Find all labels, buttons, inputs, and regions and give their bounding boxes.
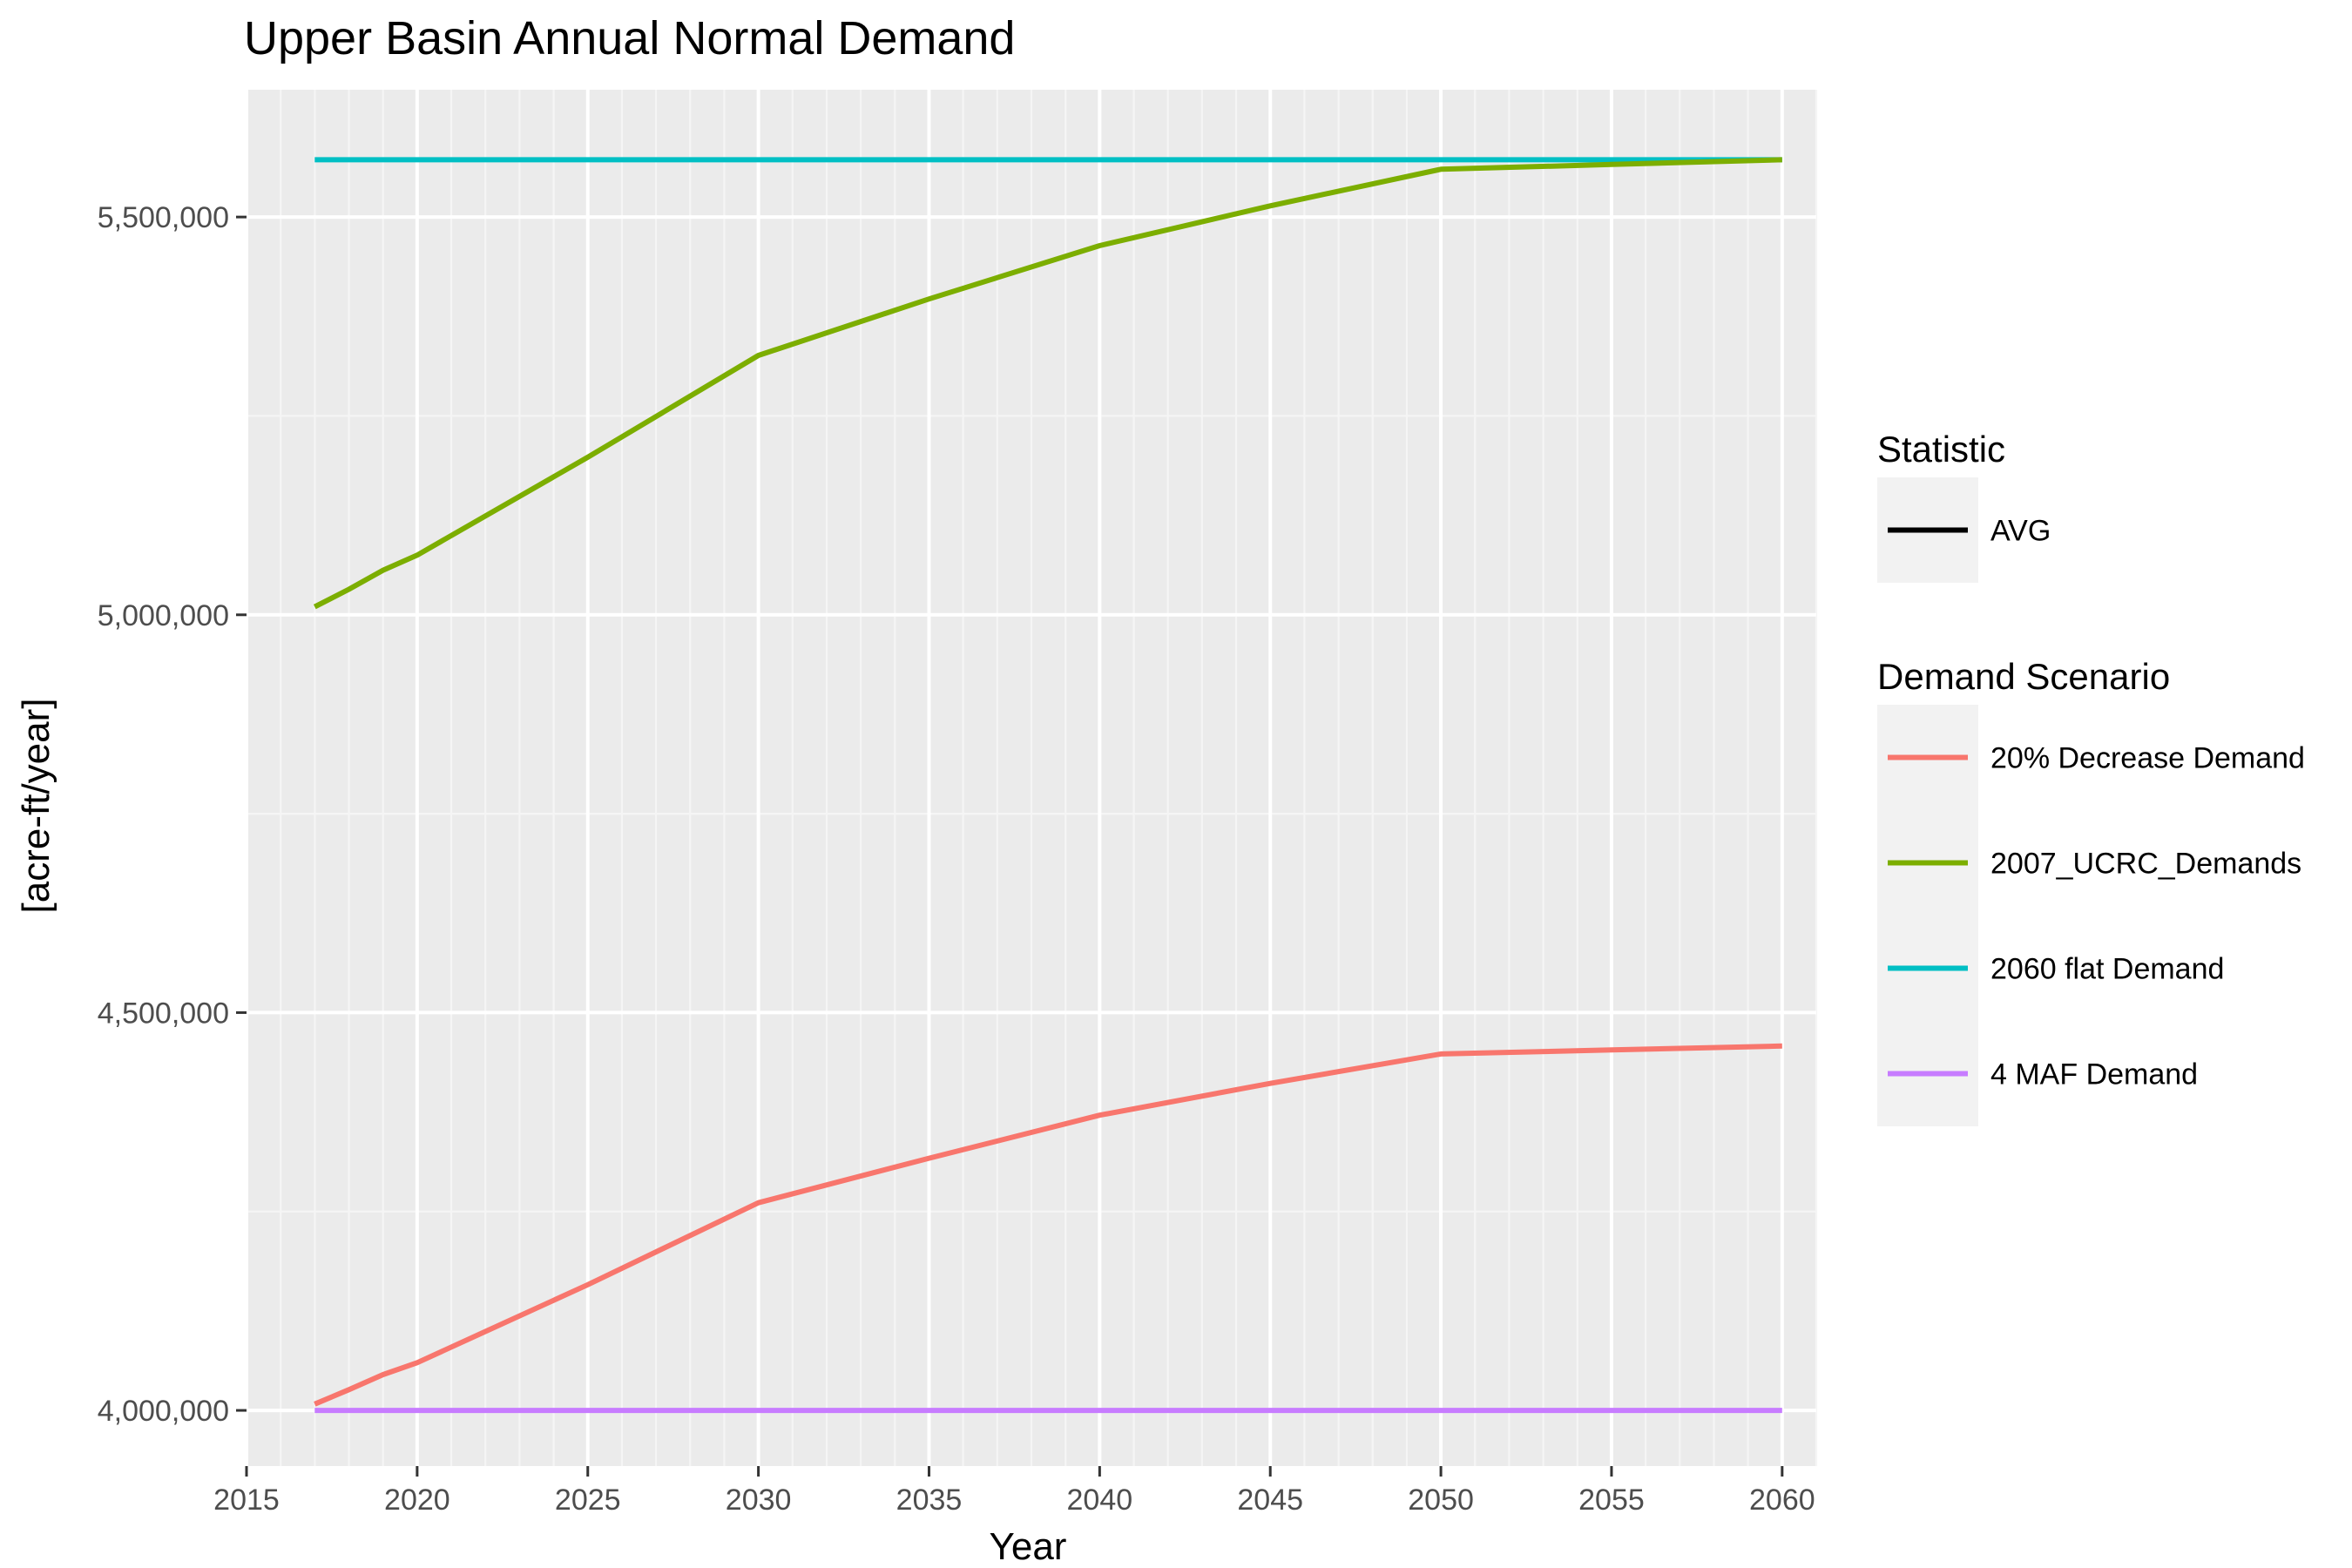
legend-label-1-0: 20% Decrease Demand	[1990, 742, 2305, 775]
x-tick-label: 2025	[555, 1484, 621, 1517]
y-axis-title: [acre-ft/year]	[15, 699, 57, 914]
legend-title-0: Statistic	[1877, 429, 2005, 470]
legend-label-1-2: 2060 flat Demand	[1990, 953, 2224, 986]
chart-title: Upper Basin Annual Normal Demand	[244, 12, 1015, 64]
x-axis: 2015 2020 2025 2030 2035 2040 2045 2050 2055 2060	[213, 1466, 1815, 1517]
x-tick-label: 2045	[1237, 1484, 1303, 1517]
x-axis-title: Year	[990, 1525, 1067, 1568]
legend-label-0-0: AVG	[1990, 515, 2051, 548]
y-tick-label: 4,000,000	[98, 1395, 229, 1428]
x-tick-label: 2050	[1408, 1484, 1474, 1517]
legend-title-1: Demand Scenario	[1877, 656, 2170, 697]
series-line-2	[314, 1043, 1782, 1407]
legend: Statistic AVG Demand Scenario 20% Decrease …	[1877, 429, 2305, 1126]
legend-label-1-1: 2007_UCRC_Demands	[1990, 848, 2301, 881]
x-tick-label: 2020	[384, 1484, 450, 1517]
y-tick-label: 4,500,000	[98, 997, 229, 1030]
x-tick-label: 2035	[896, 1484, 963, 1517]
y-tick-label: 5,000,000	[98, 599, 229, 632]
x-tick-label: 2040	[1067, 1484, 1133, 1517]
legend-label-1-3: 4 MAF Demand	[1990, 1058, 2198, 1092]
series-layer	[313, 157, 1782, 1414]
x-tick-label: 2015	[213, 1484, 280, 1517]
x-tick-label: 2030	[726, 1484, 792, 1517]
y-tick-label: 5,500,000	[98, 201, 229, 234]
x-tick-label: 2055	[1578, 1484, 1645, 1517]
y-axis: 4,000,000 4,500,000 5,000,000 5,500,000	[98, 201, 247, 1428]
series-line-1	[313, 157, 1782, 610]
x-tick-label: 2060	[1749, 1484, 1815, 1517]
